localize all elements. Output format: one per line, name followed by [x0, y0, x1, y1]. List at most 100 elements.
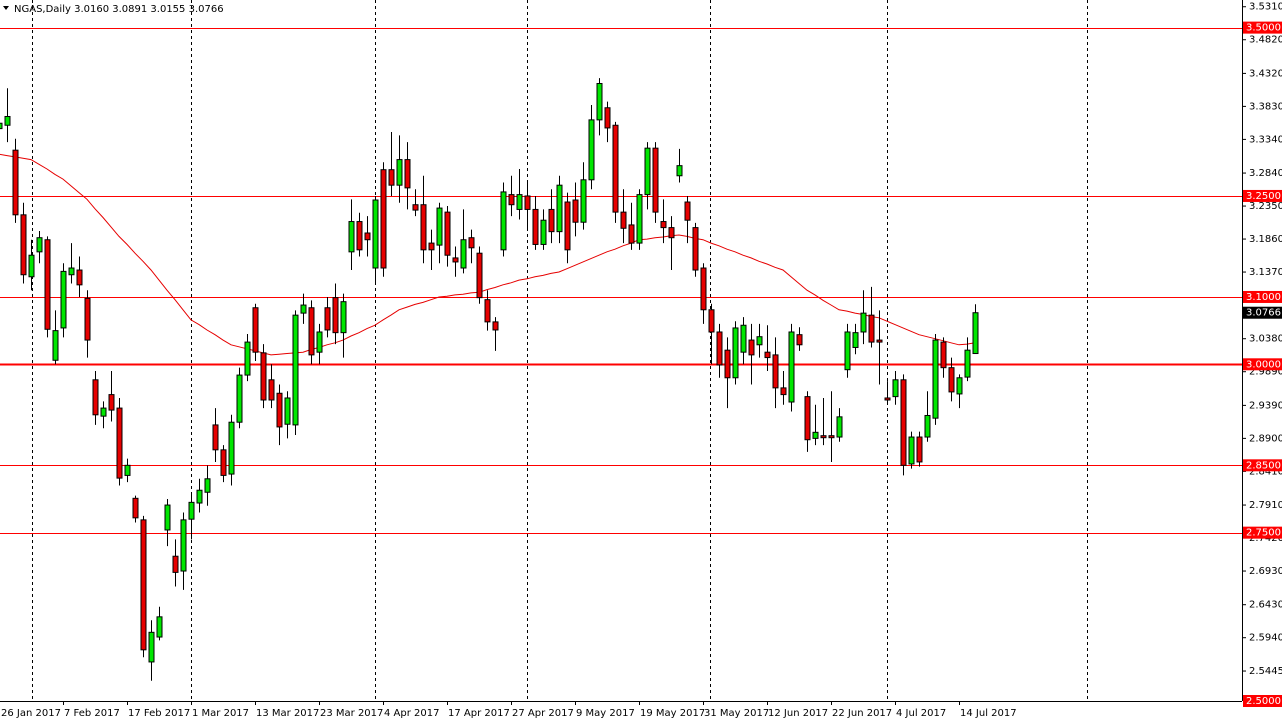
candle-body	[708, 309, 715, 333]
x-tick-label: 17 Apr 2017	[448, 708, 510, 719]
last-price-label: 3.0766	[1246, 308, 1281, 319]
candle-body	[140, 519, 147, 651]
candle-body	[844, 331, 851, 371]
candle-body	[516, 194, 523, 210]
x-tick-label: 1 Mar 2017	[192, 708, 249, 719]
level-label: 2.7500	[1246, 528, 1281, 539]
y-tick-label: 3.4320	[1249, 68, 1282, 79]
level-label: 3.5000	[1246, 23, 1281, 34]
candle-body	[20, 214, 27, 276]
x-tick-label: 26 Jan 2017	[1, 708, 61, 719]
x-tick-label: 22 Jun 2017	[832, 708, 892, 719]
y-tick-label: 2.5445	[1249, 666, 1282, 677]
candle-body	[340, 301, 347, 334]
candle-body	[684, 201, 691, 221]
candle-body	[676, 165, 683, 177]
candle-body	[460, 239, 467, 269]
candle-body	[108, 394, 115, 411]
candle-body	[860, 312, 867, 333]
candle-body	[428, 242, 435, 251]
candle-body	[884, 397, 891, 401]
candle-body	[36, 237, 43, 253]
candle-body	[628, 224, 635, 244]
candle-body	[364, 232, 371, 241]
candle-body	[468, 237, 475, 249]
candle-body	[764, 351, 771, 359]
candle-body	[596, 83, 603, 121]
candle-body	[508, 194, 515, 206]
y-tick-label: 2.5940	[1249, 633, 1282, 644]
y-tick-label: 3.3340	[1249, 134, 1282, 145]
candle-body	[500, 191, 507, 251]
candle-body	[668, 227, 675, 239]
candle-body	[796, 334, 803, 346]
candle-body	[412, 204, 419, 211]
candle-body	[12, 149, 19, 216]
candle-body	[212, 424, 219, 451]
candle-body	[268, 379, 275, 401]
candle-body	[124, 464, 131, 476]
candle-body	[724, 349, 731, 379]
level-label: 2.5000	[1246, 696, 1281, 707]
menu-arrow[interactable]	[3, 6, 9, 10]
candle-body	[956, 377, 963, 395]
candle-body	[84, 297, 91, 341]
candle-body	[788, 331, 795, 403]
y-tick-label: 2.9890	[1249, 367, 1282, 378]
candle-body	[180, 519, 187, 572]
candle-body	[916, 436, 923, 463]
y-tick-label: 3.2350	[1249, 201, 1282, 212]
candle-body	[52, 330, 59, 361]
candle-body	[556, 184, 563, 233]
y-tick-label: 3.0380	[1249, 334, 1282, 345]
candle-body	[652, 147, 659, 213]
y-tick-label: 3.3830	[1249, 101, 1282, 112]
candle-body	[716, 331, 723, 366]
x-tick-label: 7 Feb 2017	[64, 708, 120, 719]
candle-body	[380, 169, 387, 269]
y-tick-label: 2.9390	[1249, 400, 1282, 411]
x-tick-label: 4 Jul 2017	[896, 708, 946, 719]
candle-body	[276, 392, 283, 428]
x-tick-label: 17 Feb 2017	[128, 708, 190, 719]
y-tick-label: 2.7910	[1249, 500, 1282, 511]
candle-body	[60, 270, 67, 329]
candle-body	[372, 199, 379, 269]
candle-body	[644, 147, 651, 196]
candle-body	[564, 201, 571, 251]
candle-body	[924, 414, 931, 438]
period-separators	[32, 0, 1088, 701]
level-tag	[1243, 290, 1282, 303]
y-tick-label: 2.6430	[1249, 600, 1282, 611]
candle-body	[252, 307, 259, 353]
y-tick-label: 3.4820	[1249, 35, 1282, 46]
candle-body	[532, 208, 539, 245]
chart-title: NGAS,Daily 3.0160 3.0891 3.0155 3.0766	[14, 4, 224, 15]
candle-body	[4, 115, 11, 126]
candle-body	[348, 221, 355, 253]
candle-body	[892, 379, 899, 398]
candle-body	[260, 352, 267, 401]
candle-body	[748, 339, 755, 356]
candle-body	[356, 221, 363, 251]
candle-body	[92, 379, 99, 416]
candle-body	[44, 239, 51, 330]
candle-body	[972, 312, 979, 355]
candle-body	[204, 478, 211, 493]
candle-body	[220, 449, 227, 476]
candle-body	[28, 254, 35, 278]
candle-body	[524, 195, 531, 210]
candle-body	[804, 396, 811, 441]
candle-body	[332, 297, 339, 334]
candle-body	[388, 169, 395, 186]
candle-body	[740, 324, 747, 353]
candle-body	[732, 327, 739, 379]
candle-body	[156, 616, 163, 638]
candle-body	[188, 501, 195, 520]
candle-body	[396, 159, 403, 186]
candle-body	[116, 407, 123, 479]
x-tick-label: 12 Jun 2017	[768, 708, 828, 719]
candle-body	[588, 119, 595, 181]
candle-body	[572, 199, 579, 223]
